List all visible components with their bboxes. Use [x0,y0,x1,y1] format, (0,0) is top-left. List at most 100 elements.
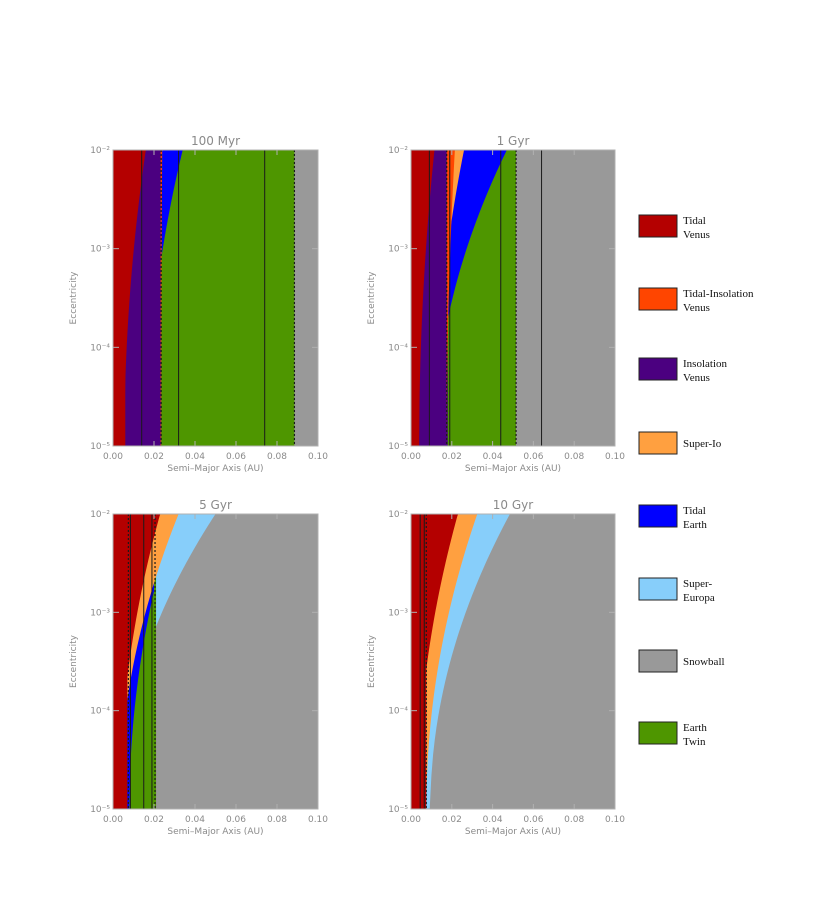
x-tick-label: 0.00 [103,452,123,462]
x-tick-label: 0.04 [483,815,503,825]
x-tick-label: 0.04 [185,452,205,462]
x-tick-label: 0.08 [267,452,287,462]
x-axis-label: Semi–Major Axis (AU) [167,827,263,837]
plot-area [113,150,318,446]
legend-item: Insolation Venus [638,357,727,384]
y-tick-label: 10⁻⁴ [90,707,110,717]
legend-label: Venus [683,372,710,384]
legend-swatch [638,649,678,673]
y-tick-label: 10⁻² [90,146,110,156]
x-tick-label: 0.06 [523,815,543,825]
chart-panel: 0.00 0.02 0.04 0.06 0.08 0.10 10⁻⁵ 10⁻⁴ 10⁻³ 10⁻²… [69,498,328,837]
x-tick-label: 0.06 [226,815,246,825]
plot-frame [112,149,319,447]
x-axis-label: Semi–Major Axis (AU) [465,464,561,474]
legend-label: Earth [683,519,707,531]
legend-item: Super-Io [638,431,722,455]
x-tick-label: 0.02 [442,815,462,825]
x-tick-label: 0.06 [226,452,246,462]
plot-frame [410,149,616,447]
legend-swatch [638,357,678,381]
x-tick-label: 0.02 [144,452,164,462]
y-tick-label: 10⁻⁵ [90,442,110,452]
chart-panel: 0.00 0.02 0.04 0.06 0.08 0.10 10⁻⁵ 10⁻⁴ 10⁻³ 10⁻²… [367,498,625,837]
region-tidal-venus [411,150,420,446]
legend-label: Insolation [683,358,727,370]
x-tick-label: 0.02 [144,815,164,825]
legend: TidalVenusTidal-InsolationVenusInsolatio… [638,214,754,748]
legend-item: Tidal Earth [638,504,707,531]
x-tick-label: 0.06 [523,452,543,462]
y-tick-label: 10⁻² [388,146,408,156]
legend-label: Snowball [683,656,725,668]
region-tidal-insolation-venus [446,150,457,446]
x-tick-label: 0.02 [442,452,462,462]
y-tick-label: 10⁻⁴ [388,343,408,353]
legend-label: Twin [683,736,706,748]
y-tick-label: 10⁻² [90,510,110,520]
legend-label: Europa [683,592,715,604]
legend-item: Tidal-Insolation Venus [638,287,754,314]
chart-panel: 0.00 0.02 0.04 0.06 0.08 0.10 10⁻⁵ 10⁻⁴ 10⁻³ 10⁻²… [367,134,625,474]
plot-area [411,150,615,446]
x-tick-label: 0.08 [564,452,584,462]
panel-title: 100 Myr [191,134,240,148]
y-axis-label: Eccentricity [367,634,377,688]
plot-frame [112,513,319,810]
y-tick-label: 10⁻³ [388,245,408,255]
x-tick-label: 0.00 [401,815,421,825]
y-axis-label: Eccentricity [69,271,79,325]
legend-item: Super- Europa [638,577,715,604]
x-tick-label: 0.08 [564,815,584,825]
legend-label: Venus [683,302,710,314]
legend-label: Tidal [683,215,706,227]
x-tick-label: 0.04 [483,452,503,462]
legend-label: Venus [683,229,710,241]
legend-swatch [638,577,678,601]
y-tick-label: 10⁻³ [388,608,408,618]
y-tick-label: 10⁻⁴ [90,343,110,353]
y-axis-label: Eccentricity [69,634,79,688]
x-tick-label: 0.10 [308,815,328,825]
legend-swatch [638,287,678,311]
x-tick-label: 0.00 [401,452,421,462]
y-tick-label: 10⁻⁵ [388,442,408,452]
legend-swatch [638,431,678,455]
panel-title: 5 Gyr [199,498,232,512]
legend-label: Super- [683,578,712,590]
region-tidal-earth [434,150,508,446]
y-tick-label: 10⁻² [388,510,408,520]
region-tidal-venus [113,150,126,446]
y-tick-label: 10⁻³ [90,608,110,618]
y-tick-label: 10⁻⁵ [90,805,110,815]
y-tick-label: 10⁻⁵ [388,805,408,815]
chart-panel: 0.00 0.02 0.04 0.06 0.08 0.10 10⁻⁵ 10⁻⁴ 10⁻³ 10⁻²… [69,134,328,474]
legend-label: Tidal [683,505,706,517]
x-tick-label: 0.10 [605,452,625,462]
plot-area [113,514,318,809]
x-axis-label: Semi–Major Axis (AU) [465,827,561,837]
panel-title: 1 Gyr [497,134,530,148]
legend-item: Earth Twin [638,721,707,748]
x-tick-label: 0.10 [308,452,328,462]
y-tick-label: 10⁻⁴ [388,707,408,717]
panel-title: 10 Gyr [493,498,533,512]
legend-item: Snowball [638,649,725,673]
legend-label: Super-Io [683,438,722,450]
region-tidal-venus [113,514,128,809]
legend-item: Tidal Venus [638,214,710,241]
legend-label: Tidal-Insolation [683,288,754,300]
legend-swatch [638,504,678,528]
x-tick-label: 0.08 [267,815,287,825]
legend-label: Earth [683,722,707,734]
legend-swatch [638,721,678,745]
y-axis-label: Eccentricity [367,271,377,325]
x-tick-label: 0.10 [605,815,625,825]
x-tick-label: 0.00 [103,815,123,825]
legend-swatch [638,214,678,238]
region-tidal-venus [411,514,427,809]
plot-area [411,514,615,809]
y-tick-label: 10⁻³ [90,245,110,255]
